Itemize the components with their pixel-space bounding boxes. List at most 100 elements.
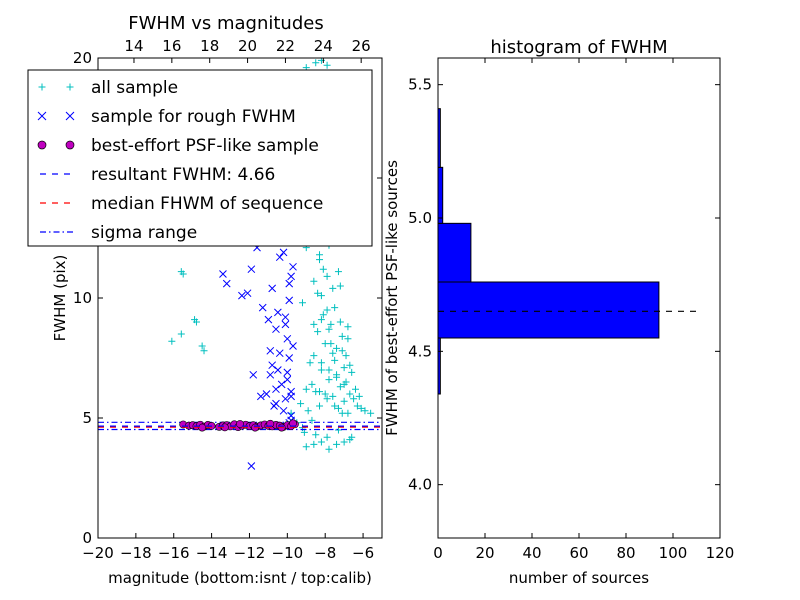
- y-tick-label: 5: [82, 409, 92, 427]
- all-sample-point: [344, 335, 352, 343]
- top-x-tick-label: 18: [200, 37, 219, 55]
- rough-sample-point: [247, 462, 256, 470]
- scatter-title: FWHM vs magnitudes: [128, 13, 323, 34]
- rough-sample-point: [274, 366, 282, 374]
- all-sample-point: [361, 407, 369, 415]
- y-tick-label: 0: [82, 529, 92, 547]
- legend-item: best-effort PSF-like sample: [37, 136, 319, 156]
- x-tick-label: −18: [120, 544, 152, 562]
- legend-item: all sample: [38, 78, 178, 98]
- all-sample-point: [346, 361, 354, 369]
- all-sample-point: [314, 328, 322, 336]
- all-sample-point: [333, 373, 341, 381]
- top-x-tick-label: 14: [124, 37, 143, 55]
- all-sample-point: [319, 265, 327, 273]
- y-tick-label: 10: [73, 289, 92, 307]
- all-sample-point: [340, 380, 348, 388]
- histogram-title: histogram of FWHM: [490, 37, 667, 58]
- histogram-bar: [437, 281, 660, 339]
- y-tick-label: 20: [73, 49, 92, 67]
- all-sample-point: [357, 404, 365, 412]
- rough-sample-point: [277, 380, 286, 389]
- all-sample-point: [310, 352, 318, 360]
- rough-sample-point: [238, 291, 246, 300]
- rough-sample-point: [258, 303, 267, 312]
- rough-sample-point: [247, 265, 256, 274]
- scatter-x-label: magnitude (bottom:isnt / top:calib): [108, 569, 372, 587]
- top-x-tick-label: 16: [162, 37, 181, 55]
- rough-sample-point: [287, 392, 295, 401]
- all-sample-point: [325, 325, 333, 333]
- all-sample-point: [331, 402, 339, 410]
- all-sample-point: [312, 431, 320, 439]
- all-sample-point: [325, 376, 333, 384]
- all-sample-point: [333, 344, 341, 352]
- all-sample-point: [179, 270, 187, 278]
- x-tick-label: −20: [82, 544, 114, 562]
- rough-sample-point: [279, 248, 288, 257]
- all-sample-point: [331, 304, 339, 312]
- hist-x-tick-label: 20: [475, 544, 494, 562]
- all-sample-point: [316, 256, 324, 264]
- hist-x-tick-label: 80: [616, 544, 635, 562]
- legend-item: sample for rough FWHM: [37, 107, 296, 127]
- all-sample-point: [329, 284, 337, 292]
- top-x-tick-label: 22: [276, 37, 295, 55]
- legend: all sample sample for rough FWHM best-effo…: [27, 69, 373, 247]
- all-sample-point: [302, 385, 310, 393]
- all-sample-point: [316, 388, 324, 396]
- rough-sample-point: [285, 279, 294, 288]
- all-sample-point: [168, 337, 176, 345]
- rough-sample-point: [270, 402, 278, 410]
- hist-y-tick-label: 5.0: [408, 209, 432, 227]
- all-sample-point: [314, 289, 322, 297]
- hist-x-tick-label: 60: [569, 544, 588, 562]
- all-sample-point: [310, 320, 318, 328]
- rough-sample-point: [283, 334, 292, 343]
- hist-x-tick-label: 40: [522, 544, 541, 562]
- x-tick-label: −10: [272, 544, 304, 562]
- histogram-x-label: number of sources: [509, 569, 649, 587]
- all-sample-point: [310, 277, 318, 285]
- rough-sample-point: [274, 308, 282, 317]
- all-sample-point: [316, 402, 324, 410]
- top-x-tick-label: 24: [314, 37, 333, 55]
- legend-label: all sample: [91, 78, 178, 98]
- rough-sample-point: [281, 394, 290, 403]
- all-sample-point: [321, 390, 329, 398]
- all-sample-point: [319, 311, 327, 319]
- all-sample-point: [200, 347, 208, 355]
- rough-sample-point: [281, 313, 290, 322]
- rough-sample-point: [289, 262, 297, 271]
- legend-circle-marker: [65, 140, 75, 150]
- legend-box: [27, 69, 373, 247]
- all-sample-point: [308, 380, 316, 388]
- legend-item: sigma range: [40, 223, 197, 243]
- rough-sample-point: [279, 406, 288, 415]
- all-sample-point: [351, 385, 359, 393]
- hist-x-tick-label: 0: [433, 544, 443, 562]
- all-sample-point: [338, 409, 346, 417]
- rough-sample-point: [275, 253, 284, 262]
- all-sample-point: [333, 440, 341, 448]
- hist-y-tick-label: 4.0: [408, 476, 432, 494]
- x-tick-label: −14: [196, 544, 228, 562]
- legend-circle-marker: [37, 140, 47, 150]
- rough-sample-point: [283, 368, 292, 377]
- all-sample-point: [323, 395, 331, 403]
- legend-label: median FHWM of sequence: [91, 194, 323, 214]
- all-sample-point: [304, 407, 312, 415]
- all-sample-point: [327, 320, 335, 328]
- rough-sample-point: [266, 370, 275, 379]
- all-sample-point: [317, 366, 325, 374]
- all-sample-point: [338, 332, 346, 340]
- all-sample-point: [342, 352, 350, 360]
- psf-sample-point: [236, 420, 244, 428]
- rough-sample-point: [272, 385, 280, 394]
- rough-sample-point: [275, 349, 284, 358]
- histogram-axes: histogram of FWHM 0 20 40 60 80 100 120 4.0 4.5 5…: [383, 37, 734, 587]
- top-x-tick-label: 26: [352, 37, 371, 55]
- legend-label: resultant FWHM: 4.66: [91, 165, 275, 185]
- rough-sample-point: [243, 289, 252, 298]
- all-sample-point: [192, 318, 200, 326]
